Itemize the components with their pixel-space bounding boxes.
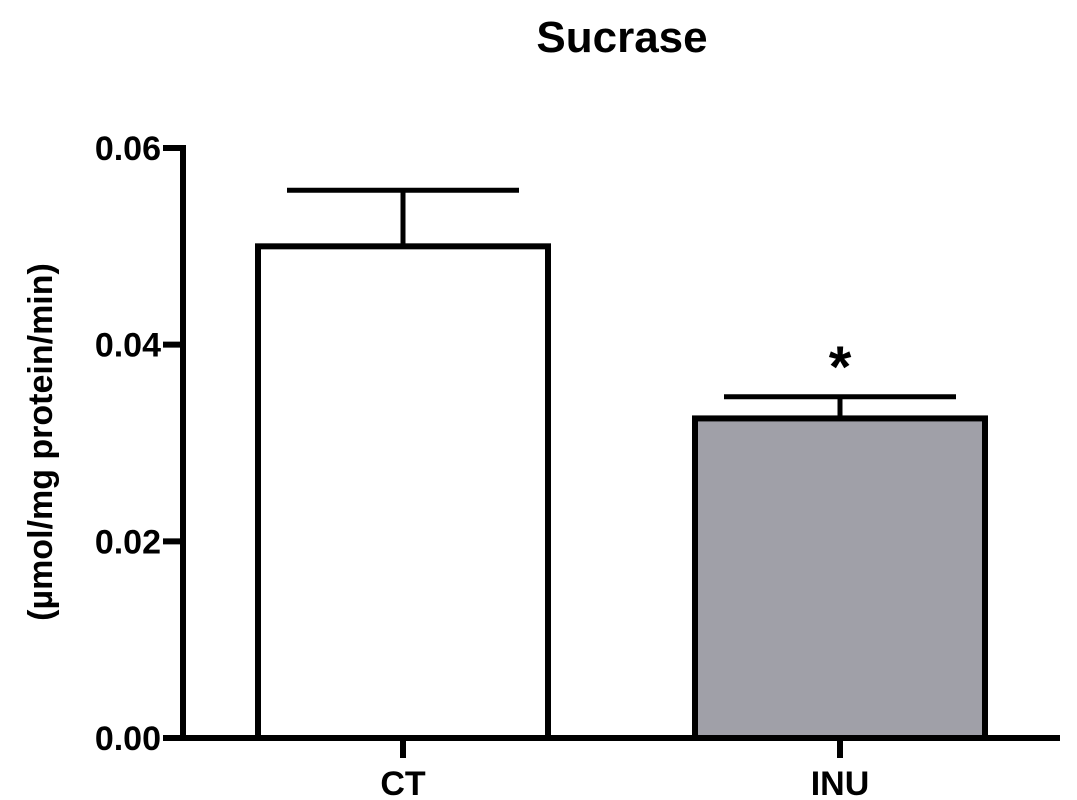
x-tick-label-ct: CT — [380, 765, 426, 800]
bar-inu — [692, 415, 988, 741]
y-tick-label: 0.04 — [95, 327, 161, 365]
y-tick-label: 0.06 — [95, 130, 161, 168]
x-tick-label-inu: INU — [811, 765, 870, 800]
y-ticks-group: 0.00 0.02 0.04 0.06 — [95, 130, 183, 758]
y-tick-label: 0.00 — [95, 720, 161, 758]
y-axis-label: (µmol/mg protein/min) — [22, 263, 60, 621]
error-bars-group — [287, 187, 956, 419]
annotations-group: * — [829, 335, 852, 400]
axes-group — [180, 145, 1060, 741]
bars-group — [255, 243, 988, 741]
bar-ct — [255, 243, 551, 741]
x-ticks-group: CT INU — [380, 738, 869, 800]
significance-marker-inu: * — [829, 335, 852, 400]
y-tick-label: 0.02 — [95, 523, 161, 561]
chart-title: Sucrase — [536, 13, 707, 62]
